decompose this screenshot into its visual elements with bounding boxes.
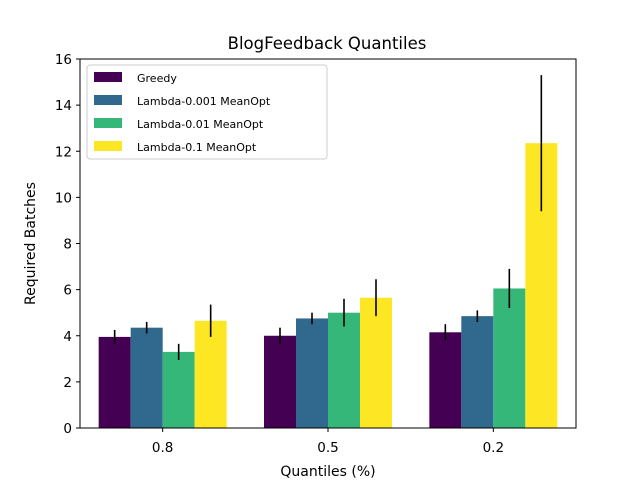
legend-label-4: Lambda-0.1 MeanOpt xyxy=(137,141,257,154)
y-tick-label: 6 xyxy=(63,283,72,299)
x-axis-ticks: 0.8 0.5 0.2 xyxy=(152,428,504,456)
bar-4-0.5 xyxy=(360,297,392,428)
bar-3-0.2 xyxy=(493,288,526,428)
x-tick-label: 0.5 xyxy=(317,440,338,456)
bars-group xyxy=(98,143,558,428)
legend-label-2: Lambda-0.001 MeanOpt xyxy=(137,95,271,108)
legend-swatch-1 xyxy=(94,72,122,82)
bar-2-0.5 xyxy=(296,318,328,428)
legend: Greedy Lambda-0.001 MeanOpt Lambda-0.01 Me… xyxy=(86,64,328,160)
bar-2-0.2 xyxy=(461,316,494,428)
legend-box xyxy=(86,64,328,160)
bar-1-0.5 xyxy=(264,335,296,428)
bar-3-0.8 xyxy=(162,351,195,428)
y-tick-label: 0 xyxy=(63,421,72,437)
x-axis-label: Quantiles (%) xyxy=(280,464,375,480)
y-tick-label: 8 xyxy=(63,237,72,253)
legend-swatch-4 xyxy=(94,141,122,151)
bar-1-0.8 xyxy=(98,336,131,428)
chart-title: BlogFeedback Quantiles xyxy=(228,34,427,53)
y-tick-label: 10 xyxy=(55,190,72,206)
bar-2-0.8 xyxy=(130,327,163,428)
legend-swatch-3 xyxy=(94,118,122,128)
y-tick-label: 2 xyxy=(63,375,72,391)
y-tick-label: 14 xyxy=(55,98,72,114)
y-tick-label: 4 xyxy=(63,329,72,345)
legend-label-1: Greedy xyxy=(137,72,177,85)
legend-label-3: Lambda-0.01 MeanOpt xyxy=(137,118,264,131)
y-tick-label: 12 xyxy=(55,144,72,160)
bar-3-0.5 xyxy=(328,312,360,428)
x-tick-label: 0.2 xyxy=(483,440,504,456)
y-axis-label: Required Batches xyxy=(23,182,39,305)
x-tick-label: 0.8 xyxy=(152,440,173,456)
error-bars-group xyxy=(113,75,543,360)
bar-1-0.2 xyxy=(429,332,462,428)
legend-swatch-2 xyxy=(94,95,122,105)
y-axis-ticks: 0 2 4 6 8 10 12 14 16 xyxy=(55,52,80,437)
bar-4-0.8 xyxy=(194,320,227,428)
y-tick-label: 16 xyxy=(55,52,72,68)
